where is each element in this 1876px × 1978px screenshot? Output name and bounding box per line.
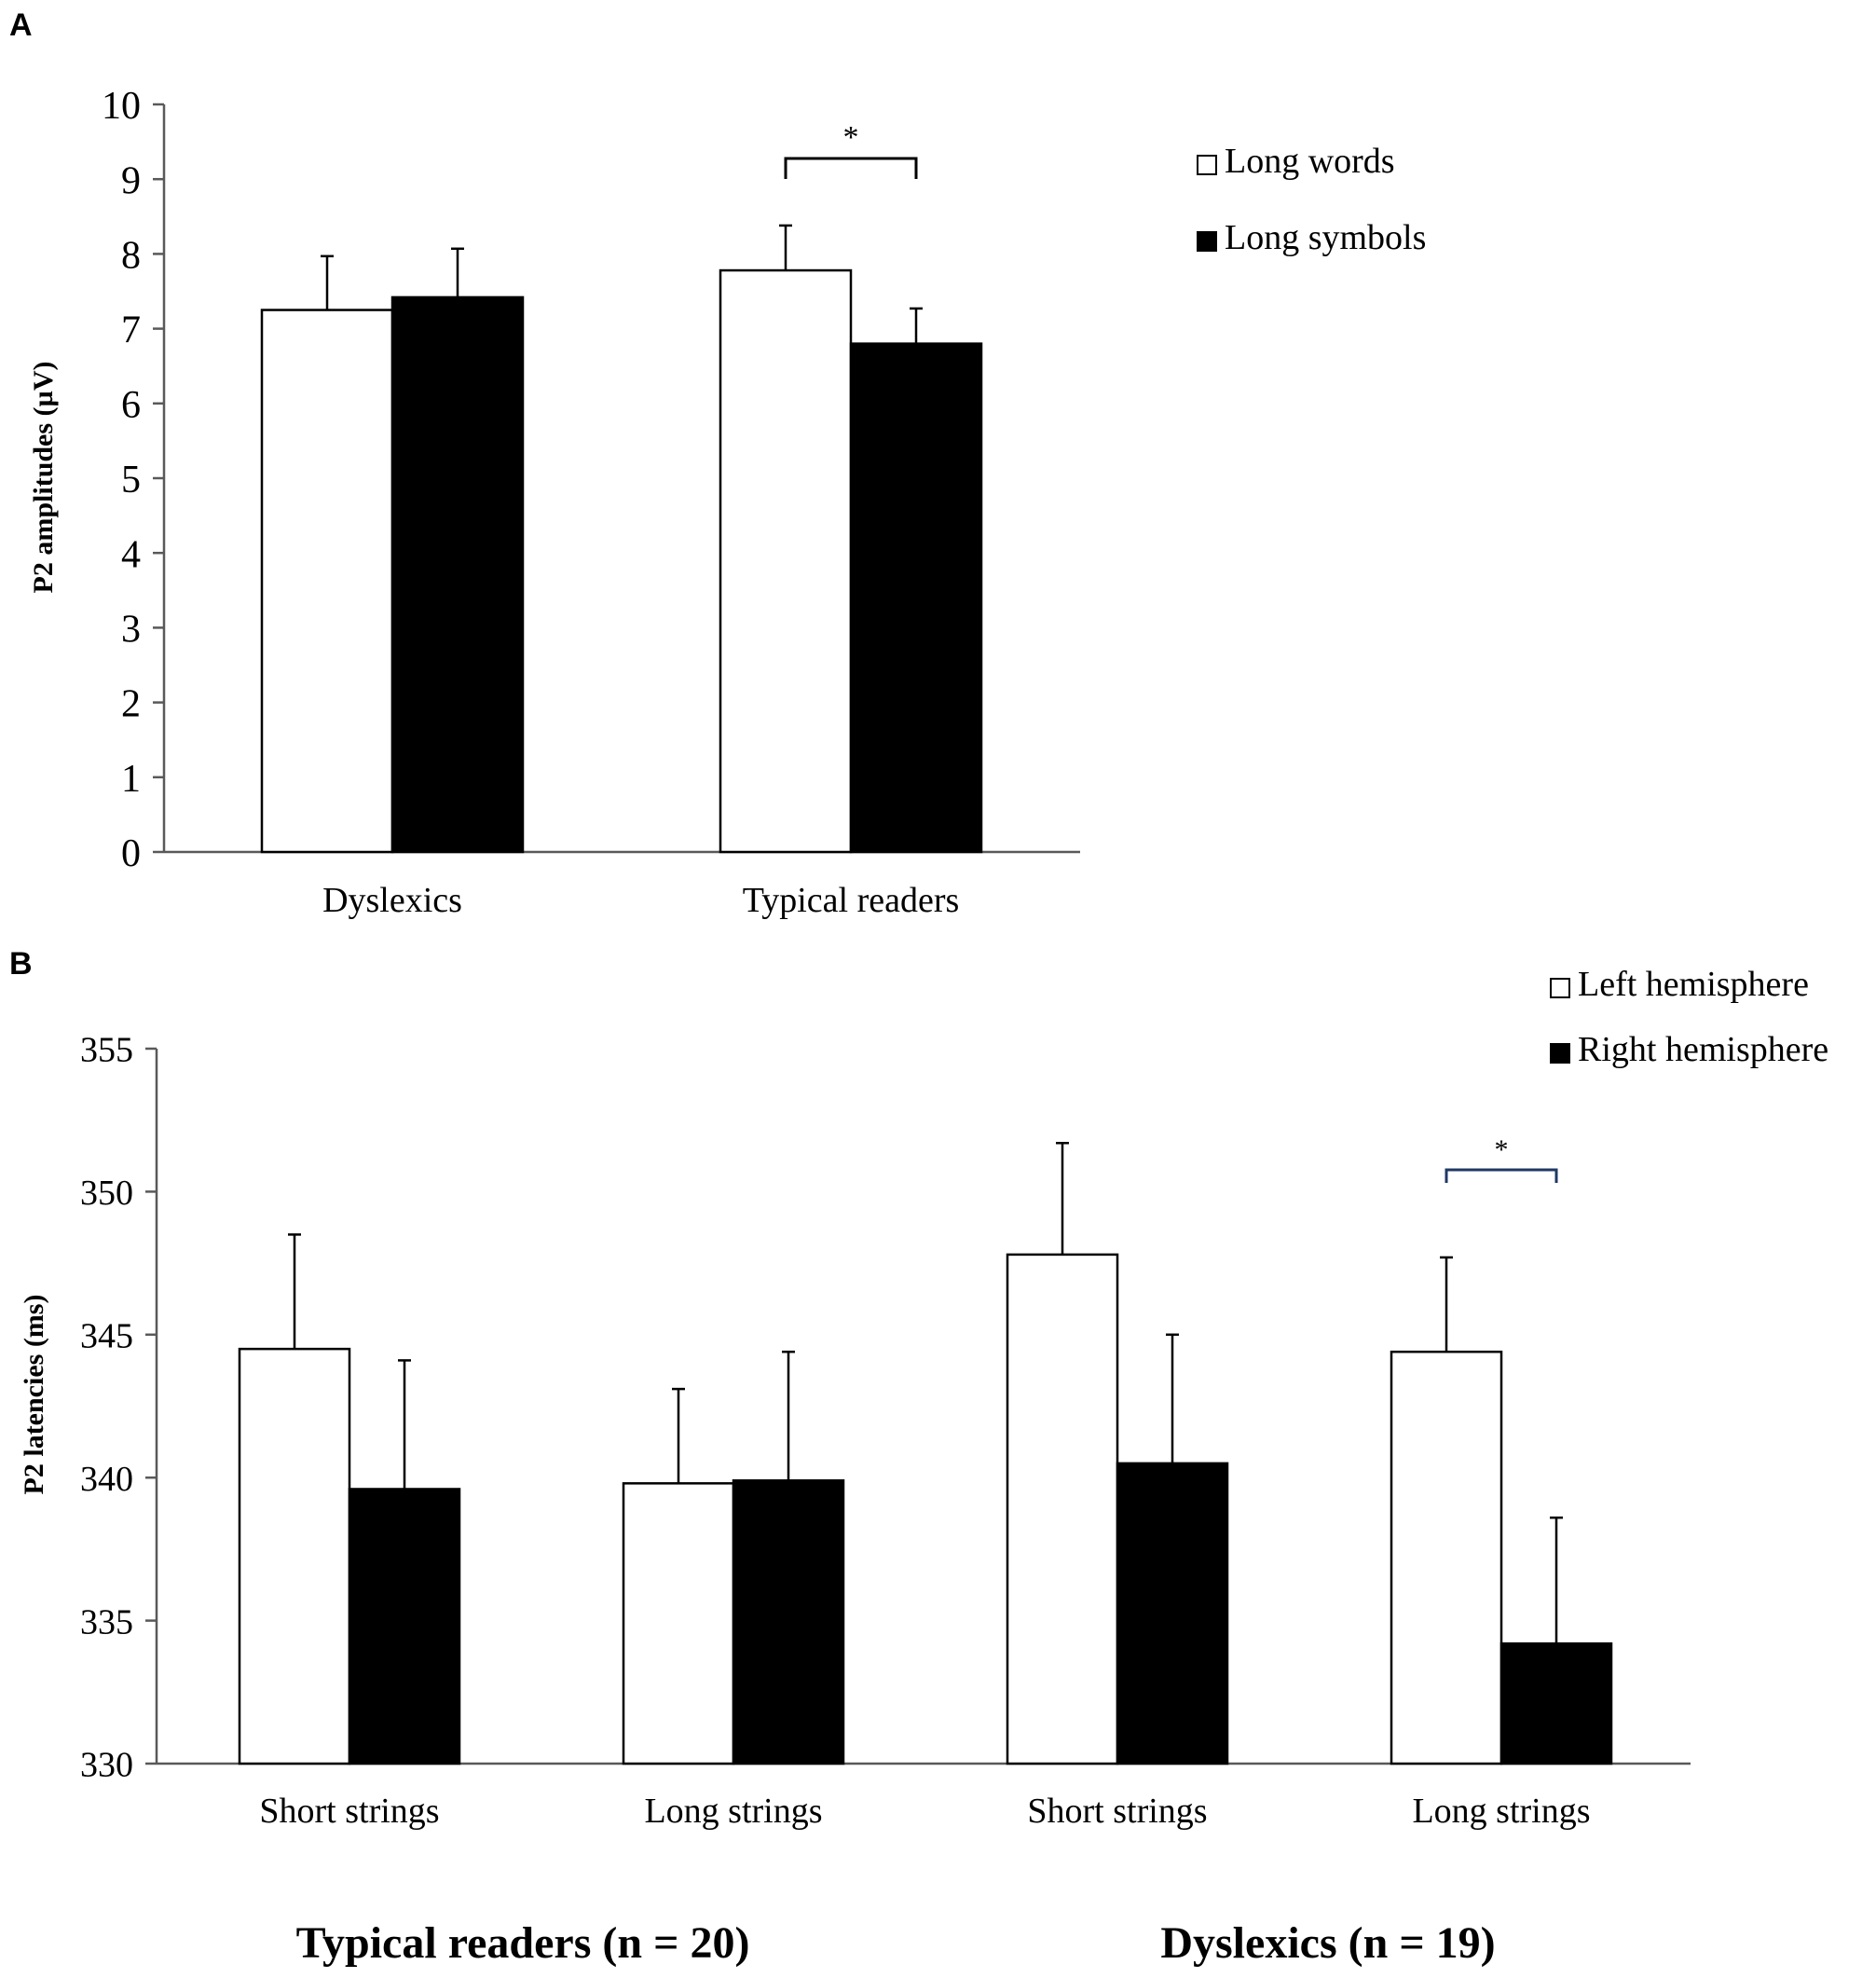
bar-left-series <box>260 309 394 854</box>
x-tick-label: Dyslexics <box>322 881 462 920</box>
x-tick-label: Short strings <box>259 1792 439 1831</box>
y-tick-label: 8 <box>121 235 141 278</box>
y-tick-label: 2 <box>121 683 141 726</box>
group-label: Dyslexics (n = 19) <box>1160 1918 1495 1968</box>
panel-b-legend: Left hemisphere Right hemisphere <box>1550 965 1828 1069</box>
y-tick-label: 0 <box>121 832 141 875</box>
bar-left-series <box>238 1347 351 1765</box>
panel-a-y-ticks: 0 1 2 3 4 5 6 7 8 9 10 <box>102 85 164 875</box>
y-tick-label: 345 <box>80 1316 133 1355</box>
panel-a: A P2 amplitudes (µV) 0 1 2 3 4 5 6 7 8 9 10 Dyslex… <box>9 7 1426 920</box>
panel-b-group-labels: Typical readers (n = 20) Dyslexics (n = 1… <box>296 1918 1496 1968</box>
legend-label: Right hemisphere <box>1578 1030 1828 1069</box>
bar-right-series <box>732 1479 845 1765</box>
y-tick-label: 335 <box>80 1602 133 1641</box>
y-tick-label: 6 <box>121 384 141 427</box>
legend-swatch <box>1550 978 1570 998</box>
significance-star: * <box>843 120 859 155</box>
panel-b-y-ticks: 330 335 340 345 350 355 <box>80 1031 157 1785</box>
y-tick-label: 7 <box>121 309 141 352</box>
x-tick-label: Long strings <box>644 1792 822 1831</box>
bar-right-series <box>1499 1641 1613 1765</box>
bar-left-series <box>622 1482 735 1765</box>
panel-a-legend: Long words Long symbols <box>1197 142 1426 257</box>
x-tick-label: Long strings <box>1412 1792 1590 1831</box>
y-tick-label: 330 <box>80 1746 133 1785</box>
panel-a-bars <box>260 224 983 854</box>
bar-right-series <box>390 295 525 854</box>
bar-right-series <box>348 1488 461 1765</box>
y-tick-label: 340 <box>80 1460 133 1499</box>
legend-swatch <box>1197 155 1217 175</box>
y-tick-label: 4 <box>121 533 141 576</box>
x-tick-label: Typical readers <box>743 881 960 920</box>
panel-a-label: A <box>9 7 33 43</box>
y-tick-label: 1 <box>121 758 141 801</box>
panel-b-y-axis-label: P2 latencies (ms) <box>19 1295 49 1495</box>
group-label: Typical readers (n = 20) <box>296 1918 750 1968</box>
bar-right-series <box>849 342 983 854</box>
y-tick-label: 10 <box>102 85 141 128</box>
y-tick-label: 5 <box>121 459 141 501</box>
legend-swatch <box>1550 1043 1570 1064</box>
panel-a-x-tick-labels: Dyslexics Typical readers <box>322 881 959 920</box>
y-tick-label: 355 <box>80 1031 133 1070</box>
panel-b-significance: * <box>1445 1134 1558 1183</box>
significance-bracket <box>784 157 918 179</box>
bar-left-series <box>1006 1253 1119 1765</box>
legend-label: Left hemisphere <box>1578 965 1809 1004</box>
y-tick-label: 350 <box>80 1174 133 1213</box>
panel-a-y-axis-label: P2 amplitudes (µV) <box>28 362 59 594</box>
bar-right-series <box>1116 1462 1229 1765</box>
panel-a-significance: * <box>784 120 918 179</box>
x-tick-label: Short strings <box>1027 1792 1207 1831</box>
y-tick-label: 3 <box>121 609 141 652</box>
significance-bracket <box>1445 1168 1558 1183</box>
panel-b: B P2 latencies (ms) 330 335 340 345 350 355 S… <box>9 946 1828 1968</box>
legend-swatch <box>1197 231 1217 252</box>
bar-left-series <box>1390 1350 1503 1765</box>
panel-b-bars <box>238 1141 1613 1765</box>
bar-left-series <box>719 268 853 854</box>
panel-b-x-tick-labels: Short strings Long strings Short strings Lo… <box>259 1792 1590 1831</box>
legend-label: Long symbols <box>1225 218 1426 257</box>
y-tick-label: 9 <box>121 159 141 202</box>
panel-b-label: B <box>9 946 33 982</box>
legend-label: Long words <box>1225 142 1395 181</box>
significance-star: * <box>1495 1134 1509 1165</box>
